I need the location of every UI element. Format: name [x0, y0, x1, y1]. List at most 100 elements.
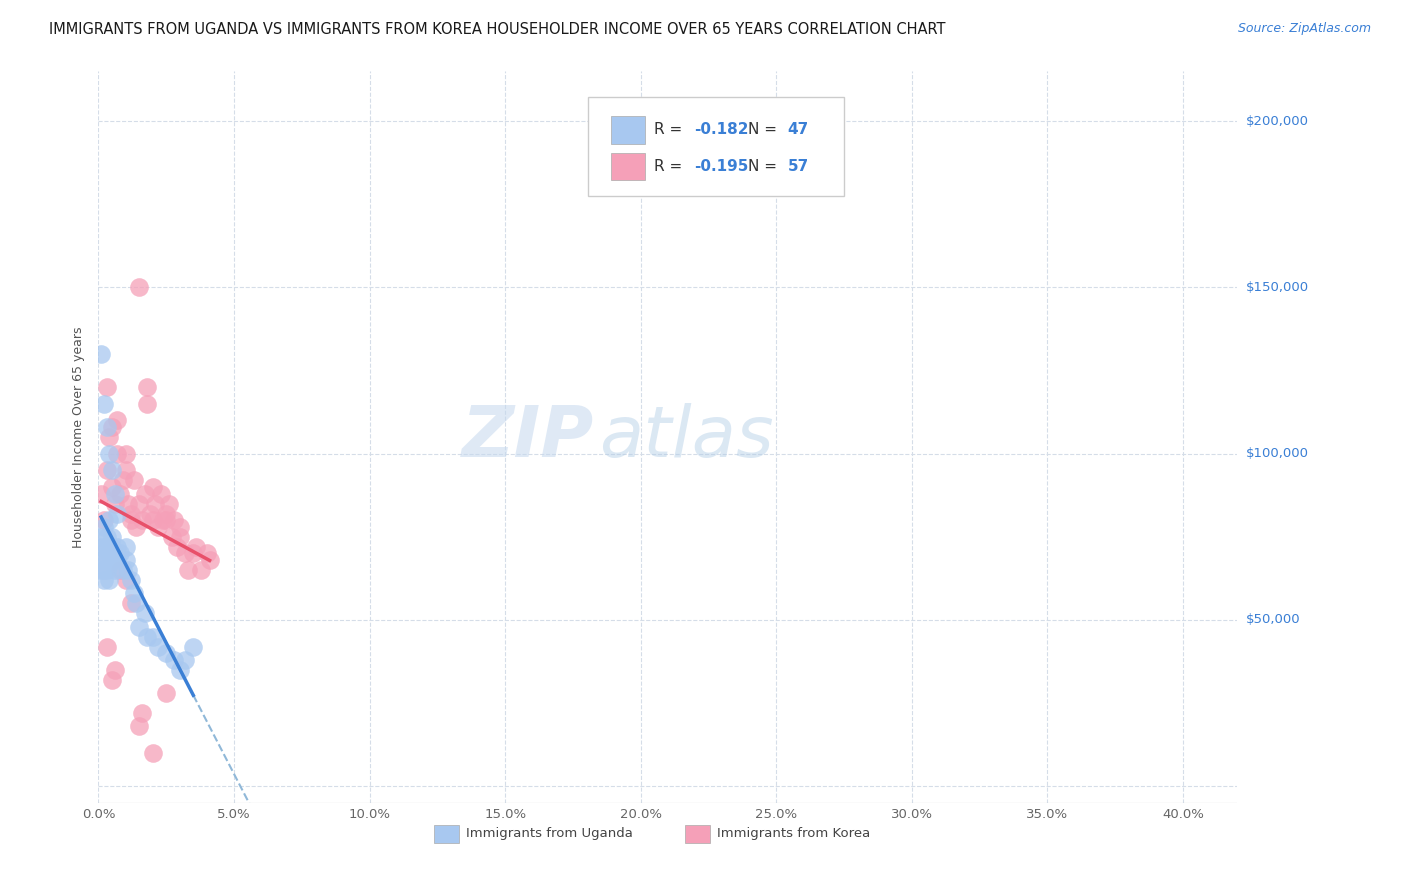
- Point: [169, 663, 191, 677]
- Point: [93, 573, 115, 587]
- Point: [93, 563, 115, 577]
- Point: [96, 380, 118, 394]
- Point: [101, 463, 124, 477]
- Point: [93, 546, 115, 560]
- Point: [166, 540, 188, 554]
- Point: [107, 447, 129, 461]
- FancyBboxPatch shape: [612, 116, 645, 144]
- Point: [108, 486, 131, 500]
- Text: $200,000: $200,000: [1246, 115, 1309, 128]
- FancyBboxPatch shape: [588, 97, 845, 195]
- Point: [120, 596, 142, 610]
- Point: [101, 480, 124, 494]
- Point: [96, 530, 118, 544]
- Point: [114, 573, 136, 587]
- Text: Immigrants from Korea: Immigrants from Korea: [717, 827, 870, 840]
- Point: [96, 553, 118, 567]
- Point: [108, 563, 131, 577]
- Point: [169, 520, 191, 534]
- Point: [98, 546, 121, 560]
- Text: IMMIGRANTS FROM UGANDA VS IMMIGRANTS FROM KOREA HOUSEHOLDER INCOME OVER 65 YEARS: IMMIGRANTS FROM UGANDA VS IMMIGRANTS FRO…: [49, 22, 946, 37]
- Point: [98, 573, 121, 587]
- FancyBboxPatch shape: [612, 153, 645, 180]
- Text: $100,000: $100,000: [1246, 447, 1309, 460]
- Text: Immigrants from Uganda: Immigrants from Uganda: [467, 827, 633, 840]
- Point: [136, 380, 159, 394]
- Point: [131, 706, 153, 720]
- Point: [177, 563, 200, 577]
- Point: [107, 507, 129, 521]
- Point: [90, 486, 112, 500]
- Point: [96, 640, 118, 654]
- Text: -0.182: -0.182: [695, 122, 748, 137]
- Point: [136, 630, 159, 644]
- Text: atlas: atlas: [599, 402, 775, 472]
- Point: [93, 397, 115, 411]
- Point: [96, 540, 118, 554]
- Point: [114, 553, 136, 567]
- Y-axis label: Householder Income Over 65 years: Householder Income Over 65 years: [72, 326, 86, 548]
- Point: [101, 553, 124, 567]
- Point: [134, 607, 156, 621]
- Point: [174, 546, 197, 560]
- Point: [120, 513, 142, 527]
- Point: [96, 463, 118, 477]
- Point: [142, 630, 165, 644]
- Text: N =: N =: [748, 159, 782, 174]
- Point: [149, 486, 172, 500]
- Point: [98, 447, 121, 461]
- Point: [195, 546, 218, 560]
- Point: [98, 513, 121, 527]
- FancyBboxPatch shape: [685, 825, 710, 843]
- Point: [96, 420, 118, 434]
- Point: [120, 573, 142, 587]
- Point: [101, 673, 124, 687]
- Point: [131, 513, 153, 527]
- Point: [101, 420, 124, 434]
- Point: [142, 746, 165, 760]
- Text: 57: 57: [787, 159, 808, 174]
- Point: [139, 507, 162, 521]
- Text: ZIP: ZIP: [461, 402, 593, 472]
- Point: [157, 497, 180, 511]
- Point: [184, 540, 207, 554]
- Point: [128, 719, 150, 733]
- Point: [107, 553, 129, 567]
- Point: [198, 553, 221, 567]
- Point: [145, 497, 167, 511]
- Point: [114, 540, 136, 554]
- Point: [104, 497, 127, 511]
- Point: [142, 480, 165, 494]
- FancyBboxPatch shape: [434, 825, 460, 843]
- Text: N =: N =: [748, 122, 782, 137]
- Point: [104, 663, 127, 677]
- Point: [125, 520, 148, 534]
- Point: [163, 653, 186, 667]
- Point: [142, 513, 165, 527]
- Point: [136, 397, 159, 411]
- Text: Source: ZipAtlas.com: Source: ZipAtlas.com: [1237, 22, 1371, 36]
- Point: [155, 646, 177, 660]
- Point: [134, 486, 156, 500]
- Point: [108, 546, 131, 560]
- Point: [163, 513, 186, 527]
- Text: R =: R =: [654, 159, 688, 174]
- Point: [160, 530, 183, 544]
- Point: [183, 546, 205, 560]
- Text: $50,000: $50,000: [1246, 614, 1301, 626]
- Point: [117, 497, 139, 511]
- Point: [104, 546, 127, 560]
- Point: [90, 553, 112, 567]
- Point: [90, 563, 112, 577]
- Point: [174, 653, 197, 667]
- Point: [125, 596, 148, 610]
- Point: [93, 520, 115, 534]
- Point: [101, 540, 124, 554]
- Point: [107, 540, 129, 554]
- Point: [183, 640, 205, 654]
- Point: [117, 563, 139, 577]
- Point: [128, 497, 150, 511]
- Point: [152, 513, 174, 527]
- Point: [122, 586, 145, 600]
- Point: [146, 520, 169, 534]
